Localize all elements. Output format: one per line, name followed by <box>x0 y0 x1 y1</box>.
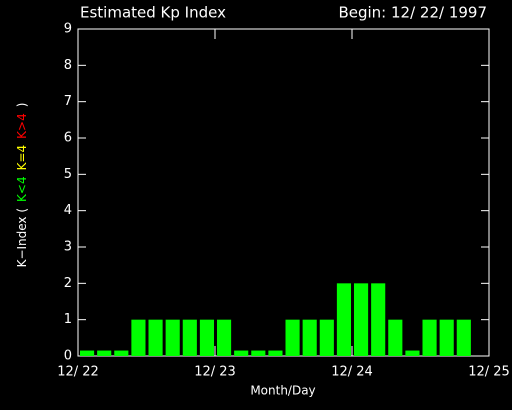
chart-title: Estimated Kp Index <box>80 4 226 22</box>
y-axis-label-part: K>4 <box>15 113 29 139</box>
bar <box>80 350 95 356</box>
bar <box>285 319 300 356</box>
bar <box>405 350 420 356</box>
x-tick-label: 12/ 23 <box>194 365 236 380</box>
bar <box>165 319 180 356</box>
bar <box>234 350 249 356</box>
plot-frame <box>77 28 490 357</box>
y-tick-label: 7 <box>64 94 72 109</box>
x-tick-label: 12/ 24 <box>331 365 373 380</box>
bar <box>199 319 214 356</box>
bar <box>148 319 163 356</box>
bar <box>422 319 437 356</box>
y-tick-label: 9 <box>64 22 72 37</box>
y-axis-label-part: K=4 <box>15 145 29 171</box>
y-tick-label: 3 <box>64 240 72 255</box>
bar <box>268 350 283 356</box>
bar <box>439 319 454 356</box>
y-tick-label: 8 <box>64 58 72 73</box>
bar <box>131 319 146 356</box>
x-axis-label: Month/Day <box>250 384 315 398</box>
y-tick-label: 6 <box>64 131 72 146</box>
bar <box>302 319 317 356</box>
bar <box>97 350 112 356</box>
bar <box>217 319 232 356</box>
bar <box>456 319 471 356</box>
y-tick-label: 1 <box>64 312 72 327</box>
bar <box>251 350 266 356</box>
bar <box>388 319 403 356</box>
y-axis-label: K−Index ( K<4 K=4 K>4) <box>15 103 29 268</box>
y-axis-label-part: K<4 <box>15 176 29 202</box>
y-tick-label: 4 <box>64 203 72 218</box>
bar <box>182 319 197 356</box>
bar <box>336 283 351 356</box>
y-tick-label: 0 <box>64 349 72 364</box>
y-tick-label: 2 <box>64 276 72 291</box>
chart-subtitle: Begin: 12/ 22/ 1997 <box>338 4 487 22</box>
y-axis-label-part: ) <box>15 103 29 108</box>
bar <box>371 283 386 356</box>
x-tick-label: 12/ 22 <box>57 365 99 380</box>
bar <box>319 319 334 356</box>
bar <box>114 350 129 356</box>
x-tick-label: 12/ 25 <box>468 365 510 380</box>
y-tick-label: 5 <box>64 167 72 182</box>
bar <box>354 283 369 356</box>
y-axis-label-part: K−Index ( <box>15 208 29 267</box>
